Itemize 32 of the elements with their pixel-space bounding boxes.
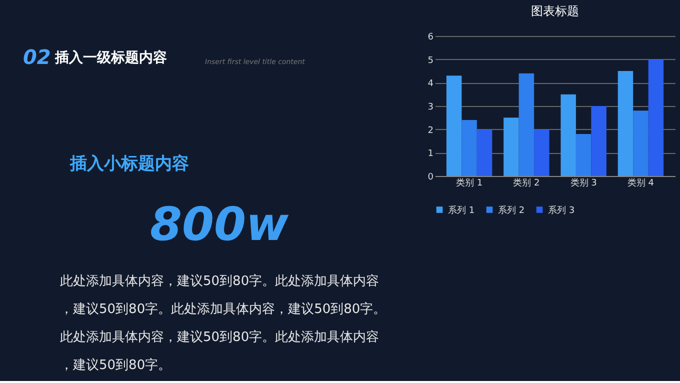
bar bbox=[591, 106, 606, 176]
bar bbox=[534, 129, 550, 176]
bar bbox=[476, 129, 492, 176]
y-tick-label: 5 bbox=[428, 56, 434, 66]
legend-label: 系列 2 bbox=[498, 204, 525, 216]
y-tick-label: 0 bbox=[428, 172, 434, 182]
legend-label: 系列 3 bbox=[548, 204, 575, 216]
bar bbox=[618, 71, 634, 176]
x-tick-label: 类别 2 bbox=[513, 178, 540, 188]
text: 插入小标题内容 bbox=[69, 154, 189, 174]
text: 插入一级标题内容 bbox=[54, 49, 167, 66]
text: 此处添加具体内容，建议50到80字。此处添加具体内容，建议50到80字。此处添加具体内容，建议50到80字。此处添加具体内容，建议50到80字。此处添加具体内容，建议50到80字。 bbox=[60, 273, 386, 373]
text: 02 bbox=[23, 45, 51, 69]
y-tick-label: 1 bbox=[428, 149, 434, 160]
chart-title: 图表标题 bbox=[531, 4, 579, 18]
bar bbox=[648, 59, 664, 176]
bar bbox=[504, 118, 519, 176]
bar bbox=[446, 76, 462, 176]
legend-label: 系列 1 bbox=[448, 204, 475, 216]
bar bbox=[633, 110, 648, 176]
y-tick-label: 2 bbox=[428, 126, 434, 136]
y-tick-label: 3 bbox=[428, 102, 434, 112]
text: 800w bbox=[150, 197, 290, 251]
x-tick-label: 类别 4 bbox=[627, 178, 654, 188]
bar bbox=[560, 94, 576, 176]
y-tick-label: 6 bbox=[428, 32, 434, 42]
x-tick-label: 类别 3 bbox=[570, 178, 597, 188]
bar bbox=[462, 120, 477, 176]
bar bbox=[518, 73, 534, 176]
x-tick-label: 类别 1 bbox=[456, 178, 483, 188]
bar bbox=[576, 134, 592, 176]
y-tick-label: 4 bbox=[428, 79, 434, 90]
